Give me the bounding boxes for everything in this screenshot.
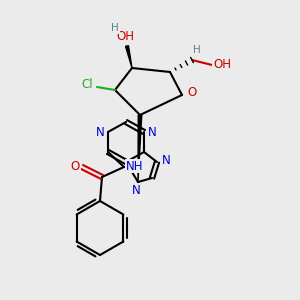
Text: O: O (188, 85, 196, 98)
Text: Cl: Cl (81, 79, 93, 92)
Text: OH: OH (116, 29, 134, 43)
Text: H: H (193, 45, 201, 55)
Polygon shape (138, 115, 142, 182)
Text: N: N (132, 184, 140, 197)
Text: N: N (148, 125, 156, 139)
Text: NH: NH (126, 160, 144, 172)
Text: O: O (70, 160, 80, 172)
Polygon shape (125, 46, 132, 68)
Text: N: N (96, 125, 104, 139)
Text: N: N (162, 154, 170, 167)
Text: H: H (111, 23, 119, 33)
Text: OH: OH (213, 58, 231, 71)
